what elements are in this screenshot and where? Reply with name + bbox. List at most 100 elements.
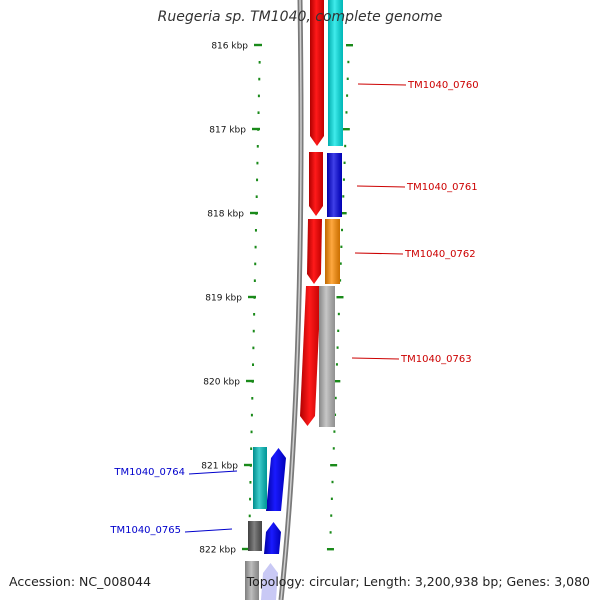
inner-ruler-tick [341,228,344,232]
ruler-major-tick [241,547,250,551]
ruler-minor-tick [253,279,256,282]
inner-ruler-tick [331,480,334,484]
gene-block-shading [327,153,342,217]
gene-tm1040-0761[interactable] [327,153,342,217]
inner-ruler-tick [344,144,347,148]
gene-label[interactable]: TM1040_0761 [406,182,478,193]
gene-block-shading [328,0,343,146]
inner-ruler-tick [330,514,333,517]
inner-ruler-tick [342,128,350,131]
gene-leader-line [351,357,400,360]
strand-arrow[interactable] [261,563,278,600]
ruler-major-tick [251,127,260,131]
ruler-minor-tick [252,346,255,350]
genes-value: 3,080 [554,574,590,589]
inner-ruler-tick [342,178,345,181]
strand-arrow[interactable] [266,448,286,511]
ruler-minor-tick [256,178,259,182]
ruler-tick-label: 816 kbp [211,42,248,52]
inner-ruler-tick [346,77,349,80]
ruler-major-tick [245,379,254,383]
ruler-tick-label: 817 kbp [209,126,246,136]
gene-block-shading [253,447,267,509]
ruler-minor-tick [254,262,257,266]
gene-block-shading [248,521,262,551]
gene-block-shading [325,219,340,284]
ruler-minor-tick [256,145,259,148]
ruler-major-tick [249,211,258,215]
ruler-tick-label: 821 kbp [201,462,238,472]
genome-stats: Topology: circular; Length: 3,200,938 bp… [246,574,590,589]
inner-ruler-tick [339,262,342,265]
genes-label: Genes: [506,574,551,589]
inner-ruler-tick [347,60,350,64]
ruler-minor-tick [249,497,252,501]
gene-label[interactable]: TM1040_0760 [407,80,479,91]
ruler-minor-tick [255,195,258,198]
gene-leader-line [354,252,404,255]
ruler-tick-label: 820 kbp [203,378,240,388]
gene-leader-line [188,470,238,475]
inner-ruler-tick [335,363,338,366]
ruler-minor-tick [258,61,261,64]
ruler-minor-tick [248,514,251,518]
inner-ruler-tick [346,44,353,47]
gene-block-shading [319,286,335,427]
inner-ruler-tick [346,94,349,97]
inner-ruler-tick [343,161,346,164]
gene-label[interactable]: TM1040_0762 [404,249,476,260]
inner-ruler-tick [329,531,332,534]
backbone-highlight [280,0,302,601]
inner-ruler-tick [339,212,347,215]
inner-ruler-tick [337,329,340,332]
strand-arrow[interactable] [264,522,281,554]
gene-tm1040-0763[interactable] [319,286,335,427]
gene-leader-line [356,185,406,188]
ruler-tick-label: 819 kbp [205,294,242,304]
inner-ruler-tick [345,111,348,114]
ruler-major-tick [254,43,262,47]
strand-arrow[interactable] [310,0,324,146]
gene-label[interactable]: TM1040_0763 [400,354,472,365]
length-value: 3,200,938 bp [414,574,499,589]
ruler-minor-tick [249,481,252,484]
inner-ruler-tick [337,312,340,316]
inner-ruler-tick [330,497,333,500]
ruler-major-tick [247,295,256,299]
gene-labels: TM1040_0760 TM1040_0761 TM1040_0762 TM1040_… [109,80,478,536]
ruler-minor-tick [252,363,255,366]
strand-arrow[interactable] [309,152,323,216]
strand-arrow[interactable] [300,286,321,426]
strand-arrow[interactable] [307,219,322,284]
inner-ruler-tick [333,430,336,433]
gene-tm1040-0764[interactable] [253,447,267,509]
inner-ruler-tick [336,296,344,299]
ruler-minor-tick [255,212,258,215]
gene-label[interactable]: TM1040_0764 [113,467,185,478]
topology-label: Topology: [246,574,306,589]
ruler-minor-tick [254,245,257,249]
gene-tm1040-0762[interactable] [325,219,340,284]
gene-leader-line [184,528,233,533]
inner-ruler-tick [334,396,337,400]
ruler-minor-tick [250,430,253,434]
inner-ruler-tick [333,380,341,383]
inner-ruler-tick [339,279,342,282]
inner-ruler-tick [336,346,339,349]
gene-track [245,0,343,600]
accession-info: Accession: NC_008044 [9,574,151,589]
gene-block-shading [245,561,259,600]
length-label: Length: [363,574,411,589]
ruler: 816 kbp 817 kbp 818 kbp 819 kbp 820 kbp 821 k… [199,42,353,556]
gene-tm1040-0760[interactable] [328,0,343,146]
ruler-minor-tick [253,313,256,316]
inner-ruler-tick [326,548,334,551]
gene-tm1040-0765[interactable] [248,521,262,551]
ruler-minor-tick [252,329,255,333]
gene-leader-line [357,83,407,86]
gene-label[interactable]: TM1040_0765 [109,525,181,536]
inner-ruler-tick [342,195,345,198]
ruler-major-tick [243,463,252,467]
